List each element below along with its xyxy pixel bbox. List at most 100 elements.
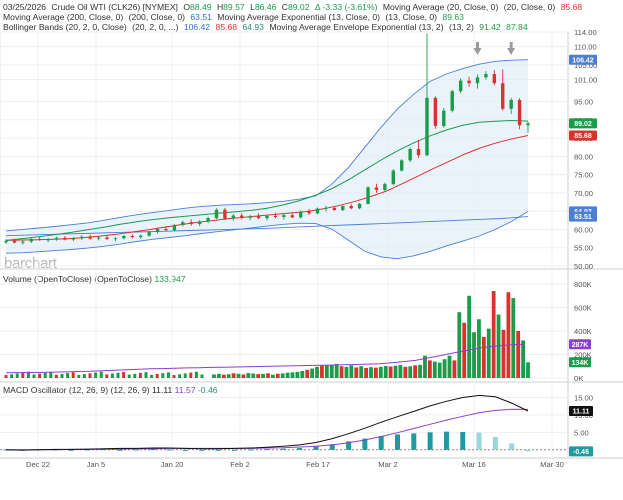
volume-bar (200, 374, 204, 378)
header-line-2: Moving Average (200, Close, 0) (200, Clo… (3, 12, 467, 22)
macd-histogram-bar (199, 449, 205, 451)
candle-up (383, 184, 387, 190)
volume-bar (231, 373, 236, 378)
candle-up (450, 91, 454, 111)
volume-bar (526, 362, 530, 378)
candle-up (509, 100, 513, 109)
volume-bar (49, 372, 53, 378)
volume-bar (32, 374, 36, 378)
header-open: O88.49 (183, 2, 212, 12)
volume-bar (491, 291, 496, 378)
candle-up (341, 206, 345, 211)
macd-histogram-bar (134, 449, 139, 451)
volume-bar (300, 370, 305, 378)
volume-bar (506, 292, 511, 378)
candle-down (63, 237, 67, 240)
candle-down (416, 149, 421, 156)
volume-bar (60, 373, 64, 378)
candle-up (122, 236, 126, 239)
volume-params: (OpenToClose) (94, 274, 153, 284)
price-y-tick: 70.00 (574, 189, 593, 198)
candle-up (357, 203, 362, 209)
candle-up (391, 170, 395, 185)
candle-up (475, 77, 480, 84)
header-ma20-value: 85.68 (560, 2, 583, 12)
candle-up (4, 240, 8, 243)
bollinger-lower-line (5, 211, 529, 260)
volume-bar (437, 362, 442, 378)
volume-bar (427, 360, 432, 378)
candle-down (256, 216, 261, 219)
volume-bar (295, 371, 300, 378)
volume-bar (344, 366, 349, 378)
header-bb-upper: 106.42 (183, 22, 211, 32)
volume-bar (189, 372, 193, 378)
volume-bar (116, 372, 120, 378)
volume-bar (280, 373, 285, 378)
volume-badge (569, 339, 591, 350)
volume-bar (320, 365, 324, 378)
volume-bar (127, 374, 131, 378)
volume-badge (569, 357, 591, 368)
candle-up (172, 225, 177, 231)
volume-panel-label: Volume (OpenToClose) (OpenToClose) 133,9… (3, 274, 186, 284)
header-ma200-value: 63.51 (190, 12, 212, 22)
candle-down (130, 236, 134, 238)
volume-ma-line (5, 343, 525, 374)
volume-badge-label: 134K (572, 360, 589, 367)
candle-up (71, 238, 76, 240)
macd-badge (569, 446, 593, 457)
volume-bar (150, 374, 154, 378)
volume-bar (290, 372, 295, 378)
macd-params: (12, 26, 9) (110, 385, 150, 395)
volume-bar (359, 366, 364, 378)
ma200-line (5, 216, 529, 237)
volume-bar (447, 355, 452, 378)
candle-up (29, 238, 33, 242)
volume-label: Volume (OpenToClose) (3, 274, 92, 284)
candle-up (298, 211, 303, 218)
macd-badge-label: 11.11 (573, 409, 590, 416)
macd-histogram-bar (248, 449, 254, 451)
volume-bar (54, 374, 58, 378)
macd-histogram-bar (231, 449, 237, 451)
price-y-tick: 75.00 (574, 171, 593, 180)
header-symbol: Crude Oil WTI (CLK26) [NYMEX] (51, 2, 178, 12)
price-y-tick: 80.00 (574, 152, 593, 161)
candle-down (37, 238, 42, 241)
volume-bar (10, 374, 14, 378)
volume-bar (88, 373, 92, 378)
volume-bar (511, 298, 516, 378)
volume-bar (452, 360, 457, 378)
candle-down (501, 83, 505, 109)
macd-badge (569, 406, 593, 417)
volume-bar (354, 367, 359, 378)
volume-bar (472, 332, 476, 378)
header-env-params: (13, 2) (448, 22, 474, 32)
macd-histogram-bar (68, 449, 74, 451)
x-axis-tick: Jan 20 (161, 460, 184, 469)
candle-down (374, 187, 379, 190)
price-y-tick: 105.00 (574, 61, 597, 70)
volume-bar (432, 361, 437, 378)
candle-down (290, 215, 294, 218)
macd-histogram-bar (378, 436, 384, 450)
macd-histogram-bar (443, 431, 449, 450)
volume-bar (166, 372, 170, 378)
macd-histogram-bar (492, 436, 498, 450)
volume-bar (43, 372, 47, 378)
volume-bar (172, 375, 176, 378)
candle-up (46, 239, 50, 241)
volume-bar (217, 373, 221, 378)
volume-bar (349, 365, 354, 378)
volume-y-tick: 200K (574, 351, 592, 360)
x-axis-tick: Mar 16 (462, 460, 486, 469)
candle-up (96, 237, 101, 239)
price-badge (569, 211, 597, 222)
volume-badge-label: 287K (572, 342, 589, 349)
volume-bar (486, 328, 491, 378)
volume-bar (413, 365, 418, 378)
event-arrow-icon (509, 42, 513, 48)
volume-bar (408, 366, 413, 378)
macd-hist-value: -0.46 (197, 385, 218, 395)
